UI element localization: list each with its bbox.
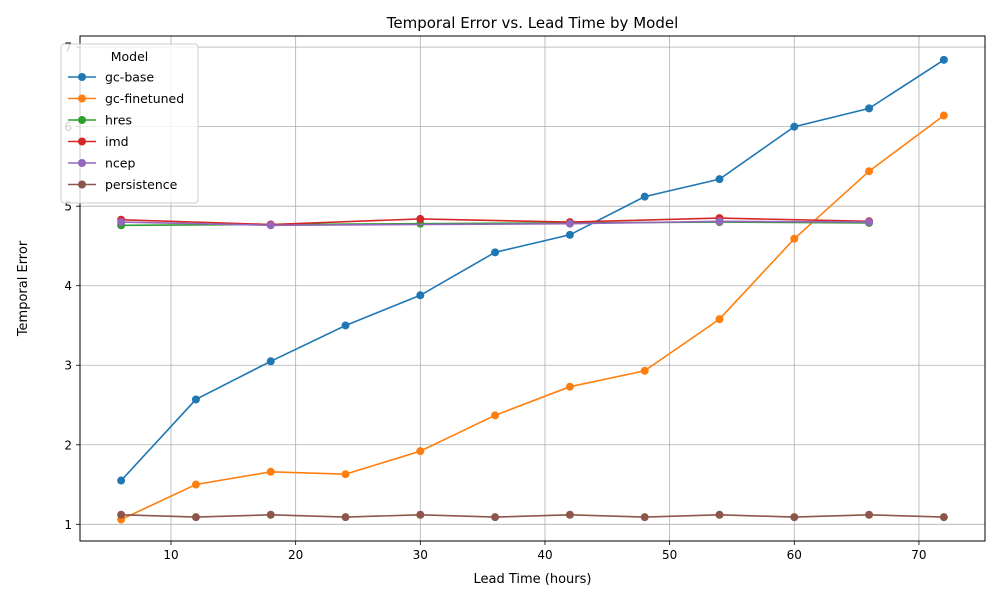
data-point [939, 513, 948, 522]
data-point [865, 167, 874, 176]
series-line [121, 513, 944, 518]
data-point [865, 104, 874, 113]
grid [80, 36, 985, 541]
legend-title: Model [111, 49, 149, 64]
data-point [715, 510, 724, 519]
data-point [341, 470, 350, 479]
data-point [491, 248, 500, 257]
y-tick-label: 3 [64, 359, 72, 373]
chart-title: Temporal Error vs. Lead Time by Model [386, 14, 679, 32]
legend-item: ncep [68, 156, 135, 171]
series-line [120, 114, 945, 521]
legend-label: gc-finetuned [105, 91, 184, 106]
data-point [117, 218, 126, 227]
legend-item: persistence [68, 177, 178, 192]
data-point [640, 366, 649, 375]
data-point [266, 510, 275, 519]
series-gc-finetuned [117, 111, 948, 524]
data-point [416, 447, 425, 456]
data-point [715, 217, 724, 226]
x-axis-label: Lead Time (hours) [473, 572, 591, 587]
data-point [865, 510, 874, 519]
y-axis-label: Temporal Error [16, 240, 31, 337]
data-point [565, 230, 574, 239]
legend-swatch-marker [78, 137, 86, 146]
data-point [565, 382, 574, 391]
data-point [939, 111, 948, 120]
legend-item: gc-finetuned [68, 91, 184, 106]
y-tick-label: 4 [64, 279, 72, 293]
data-point [266, 467, 275, 476]
series-line [121, 217, 870, 226]
legend-label: hres [105, 113, 132, 128]
data-point [491, 411, 500, 420]
legend-swatch-marker [78, 73, 86, 81]
legend-label: ncep [105, 156, 135, 171]
legend-label: gc-base [105, 70, 154, 85]
data-point [416, 510, 425, 519]
legend-item: imd [68, 134, 129, 149]
data-point [640, 192, 649, 201]
data-point [715, 315, 724, 324]
data-point [117, 510, 126, 519]
data-point [191, 395, 200, 404]
data-point [865, 218, 874, 227]
data-point [191, 480, 200, 489]
y-tick-label: 2 [64, 438, 72, 452]
series-gc-base [117, 55, 948, 485]
series-line [120, 59, 945, 482]
data-point [341, 513, 350, 522]
x-tick-label: 50 [662, 548, 677, 562]
data-point [565, 510, 574, 519]
series-persistence [117, 510, 948, 522]
legend-item: gc-base [68, 70, 154, 85]
legend-swatch-marker [78, 180, 86, 189]
series-layer [117, 55, 948, 524]
series-ncep [117, 217, 874, 230]
x-tick-label: 60 [787, 548, 802, 562]
data-point [341, 321, 350, 330]
x-tick-label: 30 [413, 548, 428, 562]
x-tick-label: 40 [537, 548, 552, 562]
data-point [491, 513, 500, 522]
data-point [790, 513, 799, 522]
plot-frame [79, 35, 986, 542]
data-point [790, 122, 799, 131]
legend-swatch-marker [78, 159, 86, 167]
legend-swatch-marker [78, 94, 86, 103]
y-tick-label: 1 [64, 518, 72, 532]
data-point [266, 221, 275, 230]
legend-label: persistence [105, 177, 178, 192]
data-point [117, 476, 126, 485]
x-tick-label: 10 [163, 548, 178, 562]
data-point [266, 357, 275, 366]
legend-swatch-marker [78, 116, 86, 124]
legend: Model gc-base gc-finetuned hres imd ncep persi… [60, 43, 199, 204]
data-point [640, 513, 649, 522]
data-point [790, 234, 799, 243]
y-tick-label: 5 [64, 200, 72, 214]
data-point [565, 219, 574, 228]
ticks: 102030405060701234567 [64, 41, 926, 562]
data-point [939, 55, 948, 64]
data-point [715, 175, 724, 184]
legend-label: imd [105, 134, 129, 149]
x-tick-label: 70 [911, 548, 926, 562]
x-tick-label: 20 [288, 548, 303, 562]
data-point [416, 291, 425, 300]
data-point [416, 214, 425, 223]
legend-item: hres [68, 113, 132, 128]
data-point [191, 513, 200, 522]
